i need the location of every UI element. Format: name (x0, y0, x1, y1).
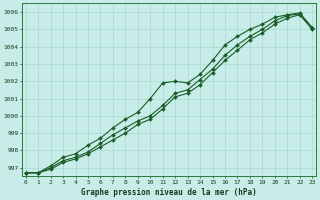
X-axis label: Graphe pression niveau de la mer (hPa): Graphe pression niveau de la mer (hPa) (81, 188, 257, 197)
